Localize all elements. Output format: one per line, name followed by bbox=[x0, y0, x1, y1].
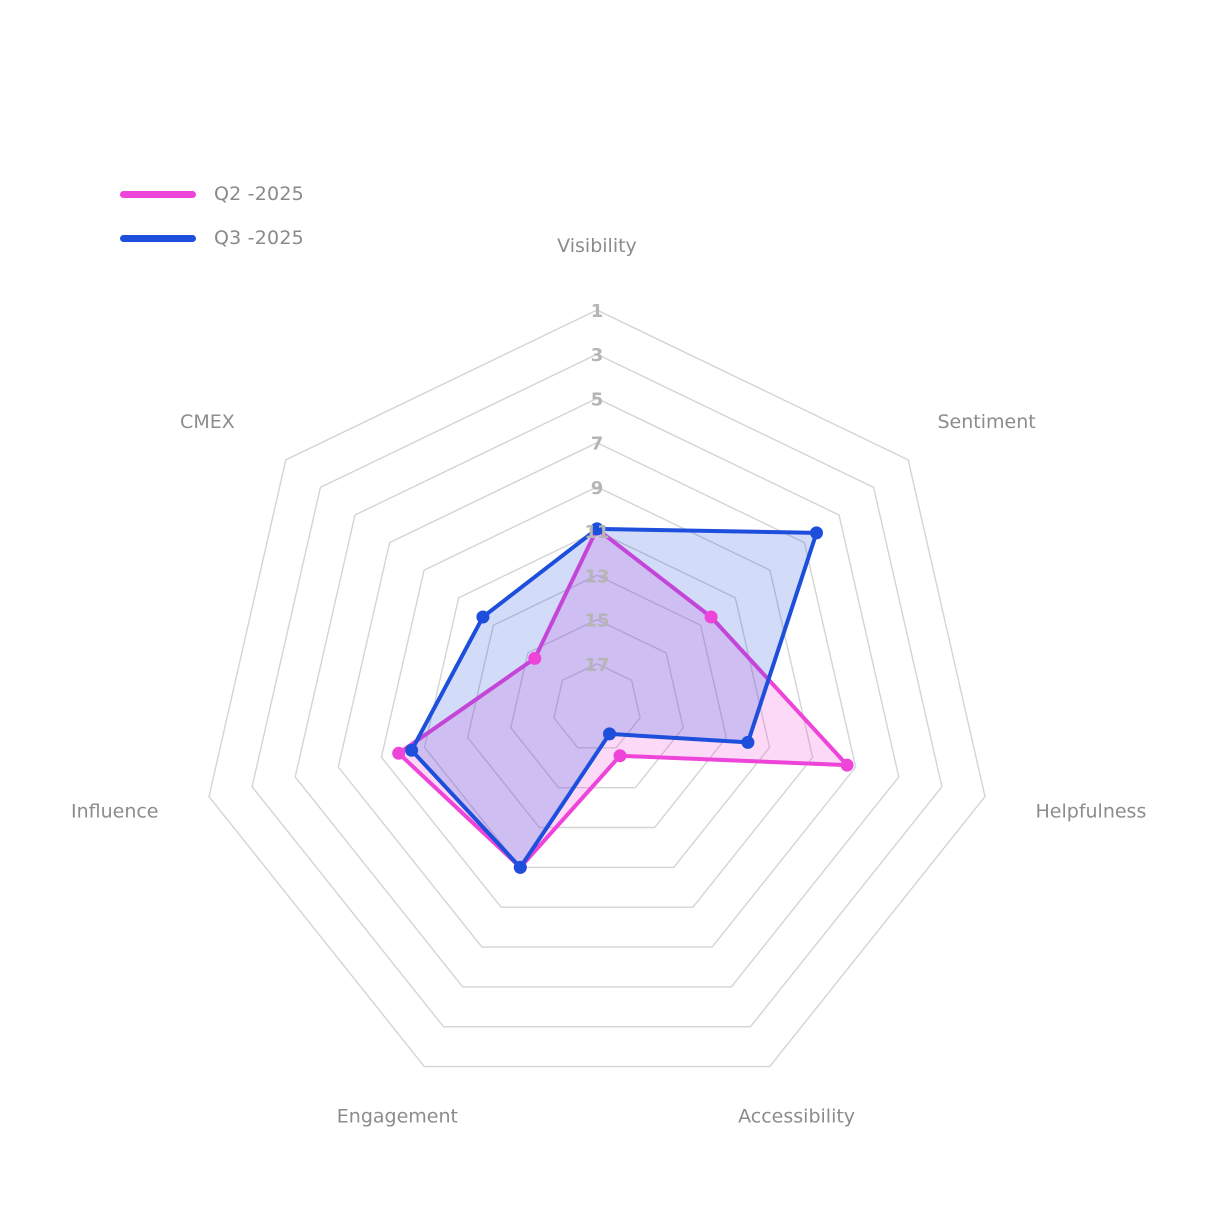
grid-ring-1 bbox=[208, 309, 986, 1068]
legend-item-q2[interactable]: Q2 -2025 bbox=[120, 172, 304, 216]
data-point-q3-2025-accessibility bbox=[603, 727, 616, 741]
grid-ring-11 bbox=[423, 530, 771, 869]
tick-label-5: 5 bbox=[591, 389, 604, 410]
grid-ring-7 bbox=[337, 441, 857, 948]
data-point-q2-2025-accessibility bbox=[613, 749, 627, 763]
tick-label-15: 15 bbox=[584, 611, 609, 632]
axis-label-visibility: Visibility bbox=[557, 235, 637, 257]
radar-axis-labels: Visibility Sentiment Helpfulness Accessibil… bbox=[71, 235, 1146, 1127]
data-point-q3-2025-engagement bbox=[513, 860, 527, 874]
data-point-q3-2025-cmex bbox=[476, 610, 490, 624]
data-point-q2-2025-helpfulness bbox=[840, 758, 854, 772]
legend-label-q2: Q2 -2025 bbox=[214, 183, 304, 205]
tick-label-3: 3 bbox=[591, 345, 604, 366]
data-point-q3-2025-helpfulness bbox=[741, 735, 755, 749]
data-point-q2-2025-influence bbox=[392, 746, 406, 760]
legend-swatch-q2 bbox=[120, 190, 196, 198]
legend-swatch-q3 bbox=[120, 234, 196, 242]
grid-ring-13 bbox=[466, 574, 728, 829]
axis-label-engagement: Engagement bbox=[337, 1105, 458, 1127]
data-point-q2-2025-cmex bbox=[528, 651, 542, 665]
axis-label-influence: Influence bbox=[71, 800, 159, 822]
axis-label-cmex: CMEX bbox=[180, 411, 235, 433]
radar-grid bbox=[208, 309, 986, 1068]
grid-ring-3 bbox=[251, 353, 943, 1028]
tick-label-9: 9 bbox=[591, 478, 604, 499]
data-point-q3-2025-visibility bbox=[590, 522, 604, 536]
tick-label-17: 17 bbox=[584, 655, 609, 676]
radar-series bbox=[392, 522, 854, 874]
tick-label-11: 11 bbox=[584, 522, 609, 543]
data-point-q3-2025-sentiment bbox=[810, 526, 823, 540]
data-point-q2-2025-sentiment bbox=[704, 610, 718, 624]
series-area-q2-2025 bbox=[396, 526, 850, 870]
series-area-q3-2025 bbox=[409, 526, 819, 870]
tick-label-7: 7 bbox=[591, 434, 604, 455]
legend-label-q3: Q3 -2025 bbox=[214, 227, 304, 249]
grid-ring-5 bbox=[294, 397, 900, 988]
tick-label-1: 1 bbox=[591, 301, 604, 322]
axis-label-accessibility: Accessibility bbox=[738, 1105, 855, 1127]
grid-ring-17 bbox=[553, 663, 641, 749]
axis-label-sentiment: Sentiment bbox=[937, 411, 1035, 433]
legend-item-q3[interactable]: Q3 -2025 bbox=[120, 216, 304, 260]
legend: Q2 -2025 Q3 -2025 bbox=[120, 172, 304, 260]
data-point-q3-2025-influence bbox=[405, 743, 419, 757]
grid-ring-9 bbox=[380, 486, 814, 908]
tick-label-13: 13 bbox=[584, 566, 609, 587]
axis-label-helpfulness: Helpfulness bbox=[1036, 800, 1147, 822]
